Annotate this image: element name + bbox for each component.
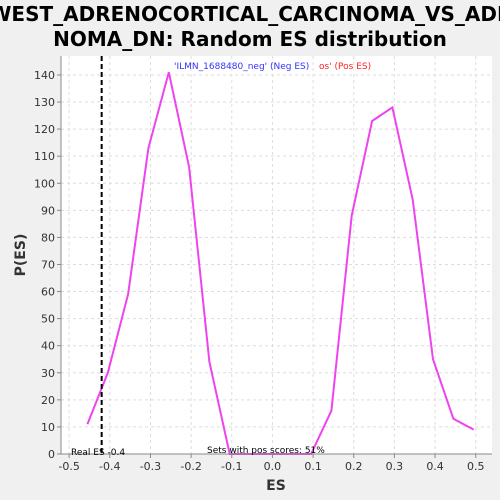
y-tick-label: 120	[34, 123, 55, 136]
y-tick-label: 100	[34, 177, 55, 190]
x-tick-label: 0.2	[345, 460, 363, 473]
y-tick-label: 80	[41, 231, 55, 244]
x-tick-label: -0.1	[221, 460, 242, 473]
y-tick-label: 30	[41, 367, 55, 380]
y-tick-label: 60	[41, 286, 55, 299]
y-tick-label: 0	[48, 448, 55, 461]
chart-title-line-2: NOMA_DN: Random ES distribution	[53, 27, 447, 51]
real-es-label: Real ES -0.4	[71, 448, 125, 458]
y-tick-label: 10	[41, 421, 55, 434]
x-tick-label: 0.4	[426, 460, 444, 473]
y-tick-label: 90	[41, 204, 55, 217]
x-tick-label: -0.3	[140, 460, 161, 473]
x-tick-label: -0.5	[58, 460, 79, 473]
y-axis-label: P(ES)	[13, 234, 29, 277]
grid	[61, 56, 492, 455]
x-axis-ticks: -0.5 -0.4 -0.3 -0.2 -0.1 0.0 0.1 0.2 0.3 0.4 0.5	[58, 454, 484, 473]
y-tick-label: 110	[34, 150, 55, 163]
x-tick-label: -0.2	[180, 460, 201, 473]
y-tick-label: 70	[41, 258, 55, 271]
x-axis-label: ES	[266, 478, 286, 494]
y-tick-label: 50	[41, 313, 55, 326]
x-tick-label: 0.5	[467, 460, 485, 473]
y-tick-label: 20	[41, 394, 55, 407]
y-axis-ticks: 0 10 20 30 40 50 60 70 80 90 100 110 120 130 140	[34, 69, 61, 461]
y-tick-label: 130	[34, 96, 55, 109]
y-tick-label: 40	[41, 340, 55, 353]
x-tick-label: 0.3	[386, 460, 404, 473]
legend-neg-entry: 'ILMN_1688480_neg' (Neg ES)	[174, 62, 309, 72]
sets-with-pos-scores-label: Sets with pos scores: 51%	[207, 446, 325, 456]
legend-pos-entry: os' (Pos ES)	[319, 62, 371, 72]
plot-area	[61, 56, 492, 454]
x-tick-label: 0.1	[304, 460, 322, 473]
x-tick-label: -0.4	[99, 460, 120, 473]
y-tick-label: 140	[34, 69, 55, 82]
x-tick-label: 0.0	[264, 460, 282, 473]
chart-title-line-1: WEST_ADRENOCORTICAL_CARCINOMA_VS_ADE	[0, 2, 500, 26]
